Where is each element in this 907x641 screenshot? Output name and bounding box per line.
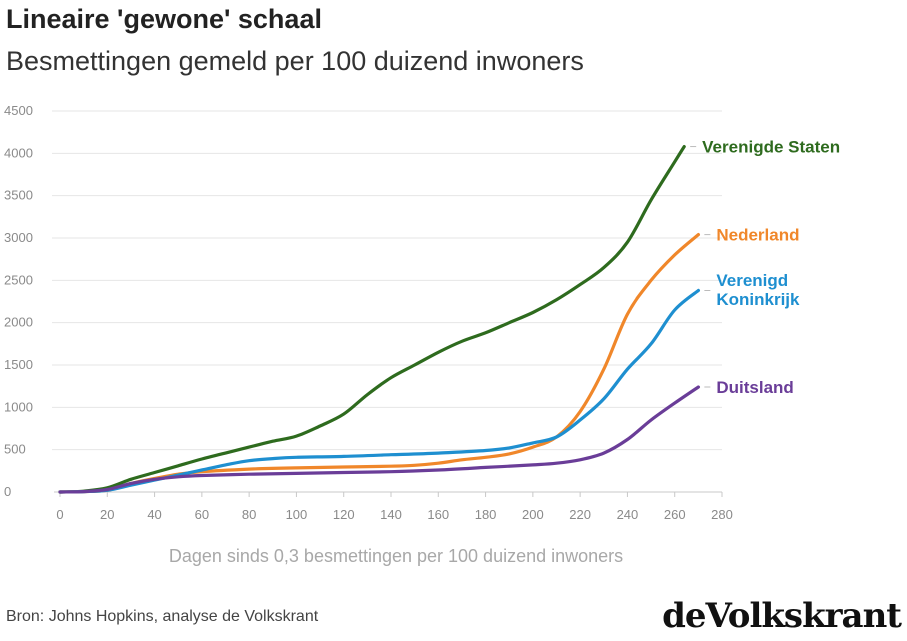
y-tick-label: 500 xyxy=(4,442,26,457)
source-note: Bron: Johns Hopkins, analyse de Volkskra… xyxy=(6,608,319,625)
x-tick-label: 260 xyxy=(664,507,686,522)
x-tick-label: 20 xyxy=(100,507,114,522)
series-label-duitsland: Duitsland xyxy=(716,378,793,397)
y-axis-ticks: 0 500 1000 1500 2000 2500 3000 3500 4000 4500 xyxy=(4,103,33,499)
y-tick-label: 0 xyxy=(4,484,11,499)
y-tick-label: 2000 xyxy=(4,315,33,330)
chart-subtitle: Besmettingen gemeld per 100 duizend inwo… xyxy=(6,46,584,76)
x-tick-label: 280 xyxy=(711,507,733,522)
volkskrant-logo: deVolkskrant xyxy=(662,596,902,636)
x-tick-label: 0 xyxy=(56,507,63,522)
x-tick-label: 240 xyxy=(617,507,639,522)
chart-title: Lineaire 'gewone' schaal xyxy=(6,4,322,34)
y-tick-label: 2500 xyxy=(4,272,33,287)
x-tick-label: 200 xyxy=(522,507,544,522)
x-tick-label: 180 xyxy=(475,507,497,522)
series-labels: Verenigde Staten Nederland VerenigdKoninkr… xyxy=(690,138,840,397)
x-tick-label: 160 xyxy=(427,507,449,522)
x-tick-label: 100 xyxy=(286,507,308,522)
series-line-verenigd-koninkrijk xyxy=(58,288,700,494)
series-line-duitsland xyxy=(58,385,700,494)
series-label-verenigd-koninkrijk: Koninkrijk xyxy=(716,290,800,309)
series-lines xyxy=(58,145,700,494)
series-line-verenigde-staten xyxy=(58,145,686,494)
y-tick-label: 1000 xyxy=(4,399,33,414)
x-tick-label: 120 xyxy=(333,507,355,522)
series-label-verenigd-koninkrijk: Verenigd xyxy=(716,271,788,290)
y-tick-label: 3000 xyxy=(4,230,33,245)
x-tick-label: 140 xyxy=(380,507,402,522)
x-axis-label: Dagen sinds 0,3 besmettingen per 100 dui… xyxy=(169,546,623,566)
y-tick-label: 3500 xyxy=(4,188,33,203)
series-label-verenigde-staten: Verenigde Staten xyxy=(702,138,840,157)
x-tick-label: 60 xyxy=(195,507,209,522)
gridlines xyxy=(52,110,722,451)
series-label-nederland: Nederland xyxy=(716,226,799,245)
x-tick-label: 220 xyxy=(569,507,591,522)
x-tick-label: 80 xyxy=(242,507,256,522)
y-tick-label: 1500 xyxy=(4,357,33,372)
y-tick-label: 4500 xyxy=(4,103,33,118)
x-axis-ticks: 0 20 40 60 80 100 120 140 160 180 200 220 240 260 280 xyxy=(56,492,733,522)
x-tick-label: 40 xyxy=(147,507,161,522)
y-tick-label: 4000 xyxy=(4,145,33,160)
